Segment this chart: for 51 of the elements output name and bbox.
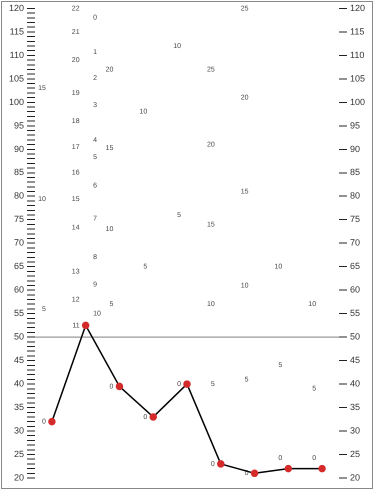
y-tick-label: 20 [14, 472, 24, 482]
y-tick-label: 35 [14, 402, 24, 412]
y2-tick-label: 65 [350, 261, 360, 272]
point [116, 382, 124, 390]
y2-tick-label: 25 [350, 449, 360, 460]
y-tick-label: 105 [8, 73, 24, 84]
point [149, 413, 157, 421]
point [183, 380, 191, 388]
y-tick-label: 25 [14, 449, 24, 460]
y2-tick-label: 85 [350, 167, 360, 178]
y2-tick-label: 110 [350, 50, 364, 60]
y2-tick-label: 90 [350, 144, 360, 154]
point [284, 464, 292, 472]
point [318, 464, 326, 472]
y2-tick-label: 60 [350, 284, 360, 295]
y2-tick-label: 45 [350, 355, 360, 366]
y-tick-label: 60 [14, 284, 24, 295]
y-tick-label: 50 [14, 332, 24, 342]
y-tick-label: 95 [14, 120, 24, 130]
point [217, 460, 225, 468]
y2-tick-label: 100 [350, 96, 366, 107]
y2-tick-label: 105 [350, 73, 366, 84]
y2-tick-label: 80 [350, 190, 360, 201]
y-tick-label: 40 [14, 378, 24, 389]
y2-tick-label: 70 [350, 238, 360, 248]
y-tick-label: 65 [14, 261, 24, 272]
y-tick-label: 30 [14, 426, 24, 436]
y2-tick-label: 120 [350, 2, 366, 13]
point [82, 322, 90, 330]
point [250, 470, 258, 478]
y2-tick-label: 20 [350, 472, 360, 482]
y2-tick-label: 75 [350, 214, 360, 224]
y-tick-label: 120 [8, 2, 24, 13]
y-tick-label: 110 [10, 50, 24, 60]
y2-tick-label: 35 [350, 402, 360, 412]
y-tick-label: 85 [14, 167, 24, 178]
y-tick-label: 45 [14, 355, 24, 366]
y-tick-label: 75 [14, 214, 24, 224]
y2-tick-label: 95 [350, 120, 360, 130]
y-tick-label: 115 [10, 26, 24, 36]
y2-tick-label: 40 [350, 378, 360, 389]
y-tick-label: 90 [14, 144, 24, 154]
y-tick-label: 80 [14, 190, 24, 201]
y-tick-label: 70 [14, 238, 24, 248]
y2-tick-label: 55 [350, 308, 360, 318]
y2-tick-label: 115 [350, 26, 364, 36]
y2-tick-label: 50 [350, 332, 360, 342]
y2-tick-label: 30 [350, 426, 360, 436]
y-tick-label: 100 [8, 96, 24, 107]
y-tick-label: 55 [14, 308, 24, 318]
point [48, 418, 56, 426]
